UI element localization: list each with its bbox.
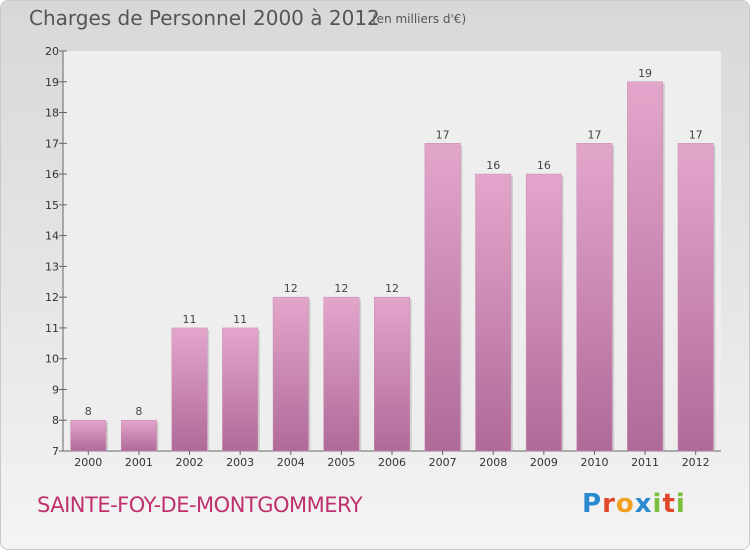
chart-title: Charges de Personnel 2000 à 2012 bbox=[29, 6, 380, 30]
y-tick-label: 15 bbox=[45, 199, 59, 212]
logo-letter: x bbox=[634, 489, 653, 519]
value-label-2001: 8 bbox=[135, 405, 142, 418]
y-tick-label: 16 bbox=[45, 168, 59, 181]
value-label-2009: 16 bbox=[537, 159, 551, 172]
y-tick-label: 8 bbox=[52, 414, 59, 427]
x-tick-label-2005: 2005 bbox=[327, 456, 355, 469]
bar-2002 bbox=[171, 327, 208, 452]
x-tick-label-2011: 2011 bbox=[631, 456, 659, 469]
y-tick-label: 14 bbox=[45, 230, 59, 243]
y-tick-label: 20 bbox=[45, 45, 59, 58]
value-label-2011: 19 bbox=[638, 67, 652, 80]
value-label-2000: 8 bbox=[85, 405, 92, 418]
x-tick-label-2004: 2004 bbox=[277, 456, 305, 469]
x-tick-label-2006: 2006 bbox=[378, 456, 406, 469]
value-label-2003: 11 bbox=[233, 313, 247, 326]
bar-2010 bbox=[576, 143, 613, 452]
value-label-2004: 12 bbox=[284, 282, 298, 295]
x-tick-label-2001: 2001 bbox=[125, 456, 153, 469]
bar-2008 bbox=[475, 173, 512, 452]
y-tick-label: 19 bbox=[45, 76, 59, 89]
value-label-2010: 17 bbox=[587, 128, 601, 141]
logo-letter: r bbox=[602, 489, 616, 519]
bar-2009 bbox=[525, 173, 562, 452]
y-tick-label: 11 bbox=[45, 322, 59, 335]
value-label-2002: 11 bbox=[183, 313, 197, 326]
bar-2012 bbox=[677, 143, 714, 452]
y-tick-label: 12 bbox=[45, 291, 59, 304]
logo-letter: i bbox=[652, 489, 663, 519]
logo-letter: i bbox=[675, 489, 686, 519]
bar-2006 bbox=[374, 296, 410, 452]
proxiti-logo: Proxiti bbox=[582, 489, 686, 519]
bar-2005 bbox=[323, 296, 360, 452]
value-label-2006: 12 bbox=[385, 282, 399, 295]
value-label-2005: 12 bbox=[334, 282, 348, 295]
x-tick-label-2012: 2012 bbox=[682, 456, 710, 469]
bar-2004 bbox=[272, 296, 309, 452]
x-tick-label-2009: 2009 bbox=[530, 456, 558, 469]
value-label-2007: 17 bbox=[436, 128, 450, 141]
bar-2003 bbox=[222, 327, 259, 452]
y-tick-label: 18 bbox=[45, 107, 59, 120]
x-tick-label-2002: 2002 bbox=[176, 456, 204, 469]
bar-2007 bbox=[424, 143, 461, 452]
value-label-2008: 16 bbox=[486, 159, 500, 172]
x-tick-label-2008: 2008 bbox=[479, 456, 507, 469]
y-tick-label: 9 bbox=[52, 383, 59, 396]
x-tick-label-2003: 2003 bbox=[226, 456, 254, 469]
y-tick-label: 13 bbox=[45, 260, 59, 273]
bar-2001 bbox=[120, 419, 157, 452]
x-tick-label-2007: 2007 bbox=[429, 456, 457, 469]
x-tick-label-2010: 2010 bbox=[580, 456, 608, 469]
chart-subtitle: (en milliers d'€) bbox=[372, 12, 467, 26]
logo-letter: t bbox=[662, 489, 676, 519]
logo-letter: P bbox=[582, 489, 603, 519]
commune-name: SAINTE-FOY-DE-MONTGOMMERY bbox=[37, 493, 363, 517]
y-tick-label: 17 bbox=[45, 137, 59, 150]
bar-2000 bbox=[70, 419, 107, 452]
x-tick-label-2000: 2000 bbox=[74, 456, 102, 469]
y-tick-label: 10 bbox=[45, 353, 59, 366]
value-label-2012: 17 bbox=[689, 128, 703, 141]
y-tick-label: 7 bbox=[52, 445, 59, 458]
logo-letter: o bbox=[615, 489, 635, 519]
bar-2011 bbox=[627, 81, 664, 452]
